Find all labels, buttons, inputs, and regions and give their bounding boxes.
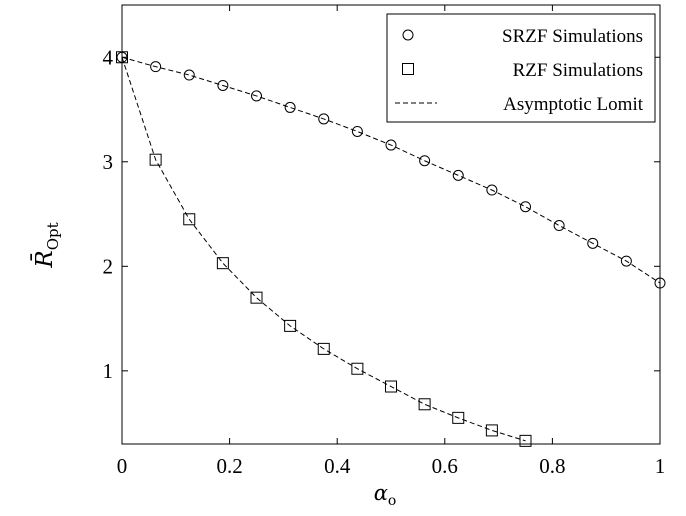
legend-rzf-marker bbox=[402, 63, 414, 75]
x-tick-label: 0.2 bbox=[216, 454, 242, 478]
rzf-point bbox=[418, 398, 431, 411]
y-tick-label: 4 bbox=[103, 45, 114, 69]
srzf-point bbox=[520, 201, 531, 213]
y-axis-label-main: R̄ bbox=[31, 250, 58, 268]
rzf-point bbox=[284, 319, 297, 332]
y-tick-label: 2 bbox=[103, 254, 114, 278]
legend: SRZF Simulations RZF Simulations Asymptoti… bbox=[386, 13, 656, 123]
x-axis-label-main: α bbox=[374, 481, 388, 505]
srzf-point bbox=[183, 69, 195, 81]
y-tick-label: 3 bbox=[103, 150, 114, 174]
srzf-point bbox=[150, 61, 162, 73]
legend-srzf-label: SRZF Simulations bbox=[502, 26, 643, 47]
x-tick-label: 1 bbox=[655, 454, 666, 478]
rzf-point bbox=[385, 380, 397, 393]
rzf-point bbox=[317, 342, 330, 355]
x-tick-label: 0.4 bbox=[324, 454, 351, 478]
rzf-point bbox=[183, 213, 196, 226]
srzf-point bbox=[452, 169, 464, 181]
srzf-point bbox=[419, 155, 431, 167]
srzf-point bbox=[553, 220, 565, 232]
y-tick-label: 1 bbox=[103, 359, 114, 383]
srzf-point bbox=[587, 237, 599, 249]
srzf-point bbox=[385, 139, 397, 151]
srzf-point bbox=[620, 255, 632, 267]
x-axis-label-sub: o bbox=[388, 493, 396, 509]
asymptotic-line-srzf bbox=[121, 56, 661, 284]
lines-layer bbox=[121, 56, 661, 442]
rzf-point bbox=[216, 257, 229, 270]
marks-layer bbox=[116, 51, 666, 447]
srzf-point bbox=[217, 79, 229, 91]
plot-frame bbox=[121, 4, 661, 445]
rzf-point bbox=[485, 424, 498, 437]
legend-box bbox=[386, 13, 656, 123]
legend-asymptotic-label: Asymptotic Lomit bbox=[503, 94, 644, 115]
srzf-point bbox=[486, 184, 498, 196]
x-tick-label: 0.6 bbox=[432, 454, 458, 478]
axes-layer: 0 0.2 0.4 0.6 0.8 1 1 2 3 4 αo R̄Opt bbox=[31, 4, 666, 509]
rzf-point bbox=[351, 362, 364, 375]
y-axis-label-sub: Opt bbox=[44, 222, 62, 250]
srzf-point bbox=[251, 90, 262, 102]
y-axis-label: R̄Opt bbox=[31, 222, 62, 268]
rzf-point bbox=[250, 291, 263, 304]
x-tick-label: 0 bbox=[117, 454, 128, 478]
srzf-point bbox=[318, 113, 330, 125]
rzf-point bbox=[149, 153, 162, 166]
rzf-point bbox=[519, 434, 532, 447]
legend-srzf-marker bbox=[402, 29, 414, 41]
srzf-point bbox=[351, 125, 363, 137]
srzf-point bbox=[284, 101, 296, 113]
legend-rzf-label: RZF Simulations bbox=[513, 60, 643, 81]
x-axis-label: αo bbox=[374, 481, 397, 509]
x-tick-label: 0.8 bbox=[539, 454, 565, 478]
asymptotic-line-rzf bbox=[121, 57, 526, 442]
rzf-point bbox=[452, 411, 465, 424]
